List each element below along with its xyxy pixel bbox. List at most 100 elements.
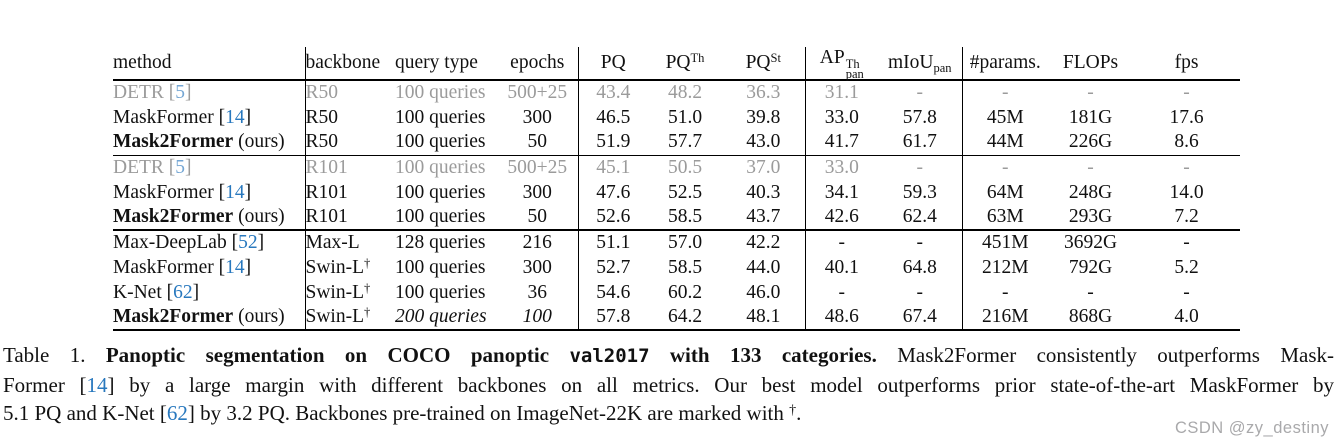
header-label: PQ (600, 52, 626, 73)
column-header-fps: fps (1133, 47, 1240, 81)
cell-pq-th: 58.5 (648, 205, 722, 231)
caption-text: Former [ (3, 372, 87, 397)
table-row: Max-DeepLab [52] Max-L 128 queries 216 51.1 5… (113, 230, 1240, 255)
cell-pq-th: 57.7 (648, 130, 722, 156)
table-row: MaskFormer [14] R50 100 queries 300 46.5 51.0… (113, 105, 1240, 130)
cell-method: MaskFormer [14] (113, 255, 306, 280)
cell-pq-th: 57.0 (667, 232, 703, 253)
method-name: Max-DeepLab (113, 232, 227, 253)
cell-fps: - (1183, 82, 1190, 103)
cell-ap-pan: 40.1 (824, 256, 859, 278)
caption-text: Table 1. (3, 343, 106, 367)
cell-ap-pan: 41.7 (805, 130, 878, 156)
cell-pq-th: 52.5 (667, 181, 703, 203)
header-row: method backbone query type epochs PQ PQTh PQSt… (113, 47, 1240, 81)
cell-backbone: R101 (305, 205, 395, 231)
header-label: method (113, 52, 172, 73)
cell-params: 45M (986, 106, 1024, 128)
cell-flops: 3692G (1063, 232, 1118, 253)
table-row: DETR [5] R50 100 queries 500+25 43.4 48.2 36.3… (113, 80, 1240, 105)
citation-link[interactable]: 14 (225, 181, 245, 203)
cell-query-type: 100 queries (395, 256, 486, 278)
cell-fps: - (1183, 281, 1190, 303)
cell-pq-st: 44.0 (722, 255, 806, 280)
column-header-epochs: epochs (497, 47, 579, 81)
table-row: MaskFormer [14] Swin-L† 100 queries 300 52.7… (113, 255, 1240, 280)
header-label: #params. (969, 52, 1041, 73)
cell-epochs: 216 (497, 230, 579, 255)
citation-link[interactable]: 14 (86, 372, 108, 397)
table-row: K-Net [62] Swin-L† 100 queries 36 54.6 60.2 46… (113, 280, 1240, 305)
cell-pq-th: 51.0 (667, 106, 703, 128)
cell-query-type: 100 queries (395, 106, 486, 128)
cell-flops: 293G (1048, 205, 1133, 231)
cell-pq: 57.8 (578, 305, 648, 331)
cell-epochs: 500+25 (497, 155, 579, 180)
cell-miou-pan: - (878, 280, 963, 305)
citation-link[interactable]: 14 (225, 256, 245, 278)
caption-text: Panoptic segmentation on COCO panoptic (105, 343, 570, 367)
column-header-pq: PQ (578, 47, 648, 81)
cell-fps: - (1183, 156, 1190, 178)
cell-epochs: 100 (497, 305, 579, 331)
method-name: Mask2Former (113, 306, 234, 327)
citation-link[interactable]: 14 (225, 106, 245, 128)
citation-link[interactable]: 5 (175, 156, 186, 178)
cell-fps: 17.6 (1169, 106, 1204, 128)
cell-pq: 47.6 (596, 181, 631, 203)
method-name: K-Net (113, 281, 162, 303)
caption-line: Table 1. Panoptic segmentation on COCO p… (3, 341, 1334, 371)
column-header-query-type: query type (395, 47, 497, 81)
method-name: MaskFormer (113, 106, 214, 128)
cell-pq-st: 39.8 (722, 105, 806, 130)
citation-link[interactable]: 62 (173, 281, 193, 303)
cell-query-type: 100 queries (395, 205, 497, 231)
cell-params: 63M (962, 205, 1048, 231)
cell-fps: 4.0 (1133, 305, 1240, 331)
cell-query-type: 100 queries (395, 82, 486, 103)
citation-link[interactable]: 5 (175, 82, 186, 103)
cell-ap-pan: 33.0 (824, 156, 859, 178)
method-name: Mask2Former (113, 131, 234, 153)
header-label: mIoU (887, 52, 934, 73)
column-header-flops: FLOPs (1048, 47, 1133, 81)
citation-link[interactable]: 52 (238, 232, 258, 253)
cell-ap-pan: 33.0 (824, 106, 859, 128)
cell-flops: - (1087, 281, 1094, 303)
cell-backbone: R50 (305, 106, 339, 128)
cell-miou-pan: - (878, 155, 963, 180)
table-caption: Table 1. Panoptic segmentation on COCO p… (3, 341, 1334, 428)
cell-params: 44M (962, 130, 1048, 156)
cell-method: Max-DeepLab [52] (113, 230, 306, 255)
caption-line: 5.1 PQ and K-Net [62] by 3.2 PQ. Backbon… (3, 399, 1334, 428)
cell-ap-pan: - (838, 281, 846, 303)
cell-miou-pan: - (878, 230, 963, 255)
cell-pq-st: 36.3 (722, 80, 806, 105)
cell-miou-pan: 57.8 (878, 105, 963, 130)
cell-miou-pan: 67.4 (878, 305, 963, 331)
header-label: fps (1174, 52, 1199, 73)
column-header-method: method (113, 47, 306, 81)
table-row: DETR [5] R101 100 queries 500+25 45.1 50.5 37.… (113, 155, 1240, 180)
cell-params: 451M (981, 232, 1029, 253)
table-row: MaskFormer [14] R101 100 queries 300 47.6 52.… (113, 180, 1240, 205)
cell-params: - (1002, 82, 1009, 103)
header-superscript: Th (690, 51, 705, 65)
cell-pq-th: 64.2 (648, 305, 722, 331)
cell-ap-pan: 48.6 (805, 305, 878, 331)
cell-pq: 54.6 (596, 281, 631, 303)
cell-epochs: 50 (497, 130, 579, 156)
cell-backbone: R50 (305, 82, 339, 103)
dagger-icon: † (364, 255, 371, 270)
cell-pq: 45.1 (596, 156, 631, 178)
cell-miou-pan: 61.7 (878, 130, 963, 156)
header-label: AP (819, 47, 845, 68)
cell-epochs: 300 (497, 180, 579, 205)
cell-pq: 43.4 (596, 82, 631, 103)
cell-pq: 46.5 (596, 106, 631, 128)
caption-text: Mask2Former consistently outperforms Mas… (876, 343, 1334, 367)
citation-link[interactable]: 62 (166, 401, 188, 425)
header-label: PQ (745, 52, 771, 73)
cell-pq-st: 40.3 (722, 180, 806, 205)
cell-method: Mask2Former (ours) (113, 305, 306, 331)
